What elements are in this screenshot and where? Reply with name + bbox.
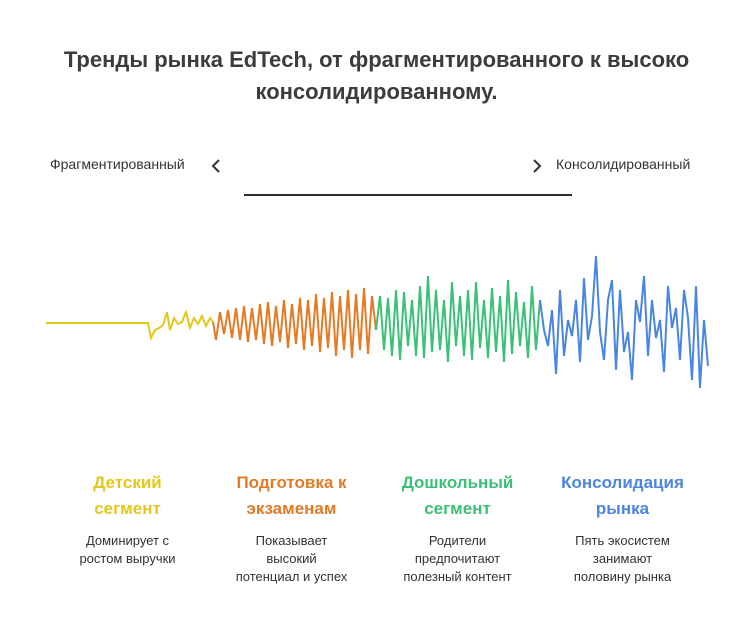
chevron-left-icon <box>211 159 220 173</box>
segment-title-line: сегмент <box>94 499 161 518</box>
wave-segment-exam-prep <box>212 287 377 359</box>
segment-desc-line: высокий <box>266 551 317 566</box>
segment-description: Пять экосистем занимают половину рынка <box>535 532 710 586</box>
segment-desc-line: потенциал и успех <box>235 569 348 584</box>
segment-title-line: сегмент <box>424 499 491 518</box>
title-line-1: Тренды рынка EdTech, от фрагментированно… <box>63 47 690 72</box>
segment-description: Родители предпочитают полезный контент <box>370 532 545 586</box>
segment-title-line: Детский <box>93 473 162 492</box>
scale-left-label: Фрагментированный <box>50 156 185 172</box>
segment-title-line: Консолидация <box>561 473 684 492</box>
segment-desc-line: ростом выручки <box>79 551 176 566</box>
segment-desc-line: Доминирует с <box>85 533 170 548</box>
diagram-title: Тренды рынка EdTech, от фрагментированно… <box>20 44 733 108</box>
segment-desc-line: занимают <box>592 551 653 566</box>
scale-right-label: Консолидированный <box>556 156 691 172</box>
segment-exam-prep: Подготовка к экзаменам Показывает высоки… <box>204 470 379 586</box>
segment-desc-line: предпочитают <box>414 551 501 566</box>
segment-title: Подготовка к экзаменам <box>204 470 379 522</box>
wave-segment-childrens <box>46 308 214 342</box>
segment-desc-line: Пять экосистем <box>575 533 670 548</box>
segment-consolidation: Консолидация рынка Пять экосистем занима… <box>535 470 710 586</box>
scale-line <box>244 194 572 196</box>
segment-title: Консолидация рынка <box>535 470 710 522</box>
segment-description: Показывает высокий потенциал и успех <box>204 532 379 586</box>
title-line-2: консолидированному. <box>255 79 498 104</box>
market-waveform <box>46 255 709 389</box>
segment-desc-line: полезный контент <box>403 569 512 584</box>
segment-title-line: Подготовка к <box>236 473 347 492</box>
wave-segment-preschool <box>375 275 541 363</box>
segment-title-line: рынка <box>595 499 650 518</box>
segment-description: Доминирует с ростом выручки <box>40 532 215 568</box>
segment-childrens: Детский сегмент Доминирует с ростом выру… <box>40 470 215 568</box>
chevron-right-icon <box>533 159 542 173</box>
segment-desc-line: Родители <box>428 533 487 548</box>
segment-title-line: Дошкольный <box>401 473 514 492</box>
segment-desc-line: половину рынка <box>573 569 672 584</box>
segment-preschool: Дошкольный сегмент Родители предпочитают… <box>370 470 545 586</box>
wave-segment-consolidation <box>539 255 709 389</box>
segment-desc-line: Показывает <box>255 533 328 548</box>
segment-title: Дошкольный сегмент <box>370 470 545 522</box>
segment-title: Детский сегмент <box>40 470 215 522</box>
segment-title-line: экзаменам <box>246 499 337 518</box>
